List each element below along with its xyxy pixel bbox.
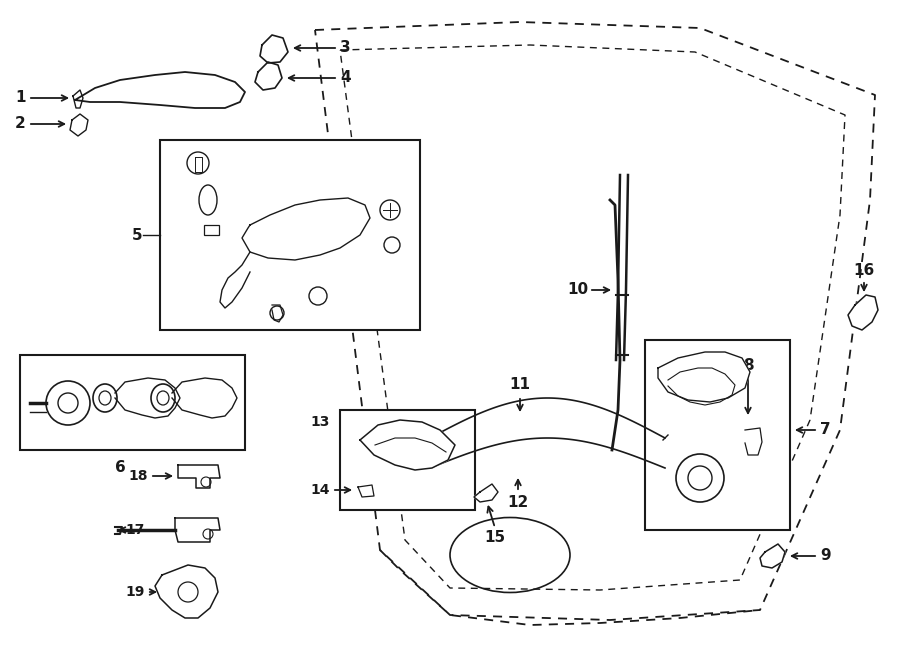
- Bar: [645, 340, 790, 530]
- Text: 9: 9: [820, 549, 831, 563]
- Polygon shape: [75, 72, 245, 108]
- Polygon shape: [255, 62, 282, 90]
- Text: 12: 12: [508, 495, 528, 510]
- Polygon shape: [658, 352, 750, 402]
- Polygon shape: [73, 90, 83, 108]
- Text: 4: 4: [340, 71, 351, 85]
- Text: 17: 17: [126, 523, 145, 537]
- Text: 1: 1: [15, 91, 26, 106]
- Polygon shape: [242, 198, 370, 260]
- Polygon shape: [175, 518, 220, 542]
- Bar: [20, 355, 245, 450]
- Polygon shape: [260, 35, 288, 63]
- Polygon shape: [115, 378, 180, 418]
- Bar: [340, 410, 475, 510]
- Text: 8: 8: [742, 358, 753, 373]
- Text: 19: 19: [126, 585, 145, 599]
- Bar: [204, 225, 219, 235]
- Polygon shape: [760, 544, 785, 568]
- Polygon shape: [155, 565, 218, 618]
- Text: 2: 2: [15, 116, 26, 132]
- Polygon shape: [474, 484, 498, 502]
- Text: 7: 7: [820, 422, 831, 438]
- Polygon shape: [70, 114, 88, 136]
- Text: 15: 15: [484, 530, 506, 545]
- Text: 3: 3: [340, 40, 351, 56]
- Text: 6: 6: [114, 460, 125, 475]
- Polygon shape: [848, 295, 878, 330]
- Text: 11: 11: [509, 377, 530, 392]
- Text: 16: 16: [853, 263, 875, 278]
- Polygon shape: [745, 428, 762, 455]
- Bar: [160, 140, 420, 330]
- Polygon shape: [358, 485, 374, 497]
- Text: 14: 14: [310, 483, 330, 497]
- Text: 18: 18: [129, 469, 148, 483]
- Polygon shape: [178, 465, 220, 488]
- Text: 13: 13: [310, 415, 330, 429]
- Polygon shape: [360, 420, 455, 470]
- Polygon shape: [272, 305, 283, 322]
- Text: 10: 10: [567, 282, 588, 297]
- Text: 5: 5: [131, 227, 142, 243]
- Polygon shape: [172, 378, 237, 418]
